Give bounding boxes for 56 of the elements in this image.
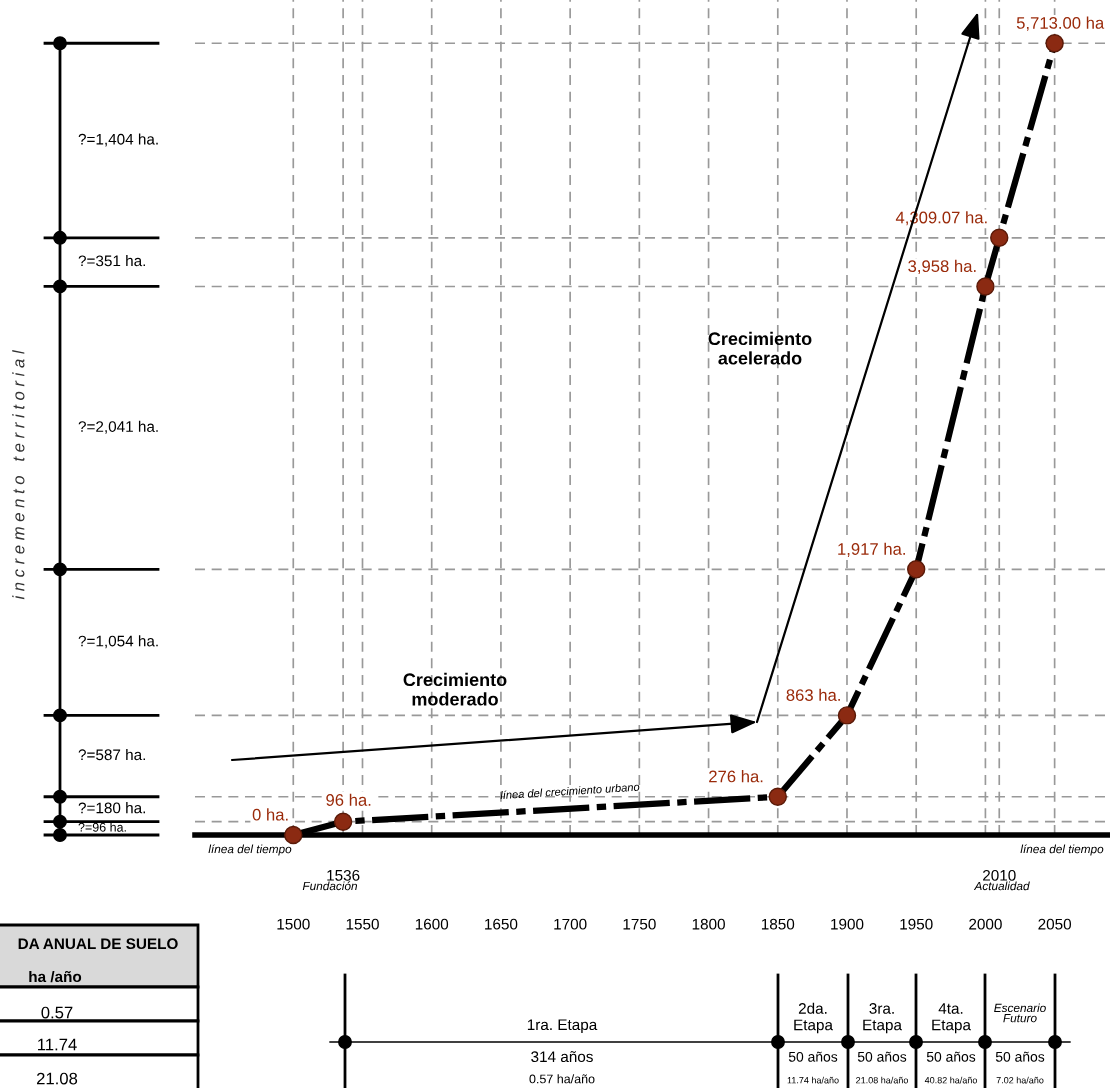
data-label: 863 ha. xyxy=(786,688,840,701)
text: 4ta. Etapa xyxy=(932,1003,971,1034)
data-label: 96 ha. xyxy=(326,793,371,806)
data-label: 276 ha. xyxy=(709,770,763,783)
x-tick-label: 1700 xyxy=(554,918,587,930)
annotation: Crecimiento moderado xyxy=(403,672,507,706)
x-tick-label: 1900 xyxy=(831,918,864,930)
text: ?=1,404 ha. xyxy=(78,133,158,147)
text: ?=96 ha. xyxy=(78,822,126,832)
text: 3ra. Etapa xyxy=(863,1003,902,1034)
text: 50 años xyxy=(926,1051,976,1062)
text: 21.08 xyxy=(36,1072,78,1085)
text: ?=2,041 ha. xyxy=(78,420,158,434)
text: Actualidad xyxy=(973,881,1030,891)
text: 11.74 xyxy=(38,1038,77,1051)
x-tick-label: 1600 xyxy=(415,918,449,930)
x-tick-label: 2000 xyxy=(969,918,1002,930)
x-tick-label: 1800 xyxy=(692,918,725,930)
text: 0.57 xyxy=(41,1006,73,1019)
text: línea del tiempo xyxy=(208,844,292,856)
text: Escenario Futuro xyxy=(994,1003,1046,1023)
x-tick-label: 2050 xyxy=(1038,918,1072,930)
text: 2da. Etapa xyxy=(794,1002,833,1034)
text: ?=351 ha. xyxy=(78,255,145,267)
x-tick-label: 1500 xyxy=(277,918,310,930)
annotation: línea del crecimiento urbano xyxy=(500,782,640,800)
text: 50 años xyxy=(995,1051,1045,1062)
text: 50 años xyxy=(857,1051,907,1062)
text: ha /año xyxy=(29,970,82,983)
text: 21.08 ha/año xyxy=(856,1076,908,1084)
text: 40.82 ha/año xyxy=(924,1076,977,1084)
text: Fundación xyxy=(302,881,358,891)
data-label: 1,917 ha. xyxy=(838,542,905,557)
x-tick-label: 1650 xyxy=(485,918,518,930)
text: ?=1,054 ha. xyxy=(78,635,158,649)
annotation: Crecimiento acelerado xyxy=(708,331,812,365)
text: 0.57 ha/año xyxy=(529,1074,595,1084)
text: 1ra. Etapa xyxy=(527,1019,598,1034)
data-label: 0 ha. xyxy=(252,808,288,821)
text: ?=587 ha. xyxy=(78,748,145,761)
text: DA ANUAL DE SUELO xyxy=(18,938,178,950)
ref-line-label: 2010 xyxy=(983,869,1016,881)
x-tick-label: 1750 xyxy=(623,918,656,930)
x-tick-label: 1550 xyxy=(346,918,379,930)
text: i n c r e m e n t o t e r r i t o r i a l xyxy=(12,350,25,600)
data-label: 3,958 ha. xyxy=(908,259,976,275)
text: 7.02 ha/año xyxy=(996,1076,1044,1084)
ref-line-label: 1536 xyxy=(327,869,360,881)
x-tick-label: 1950 xyxy=(900,918,933,930)
text: línea del tiempo xyxy=(1020,844,1104,856)
text: 314 años xyxy=(531,1050,593,1063)
text: 50 años xyxy=(788,1051,838,1062)
data-label: 5,713.00 ha xyxy=(1016,16,1105,31)
text: ?=180 ha. xyxy=(78,802,145,814)
text: 11.74 ha/año xyxy=(787,1076,839,1084)
x-tick-label: 1850 xyxy=(761,918,795,930)
